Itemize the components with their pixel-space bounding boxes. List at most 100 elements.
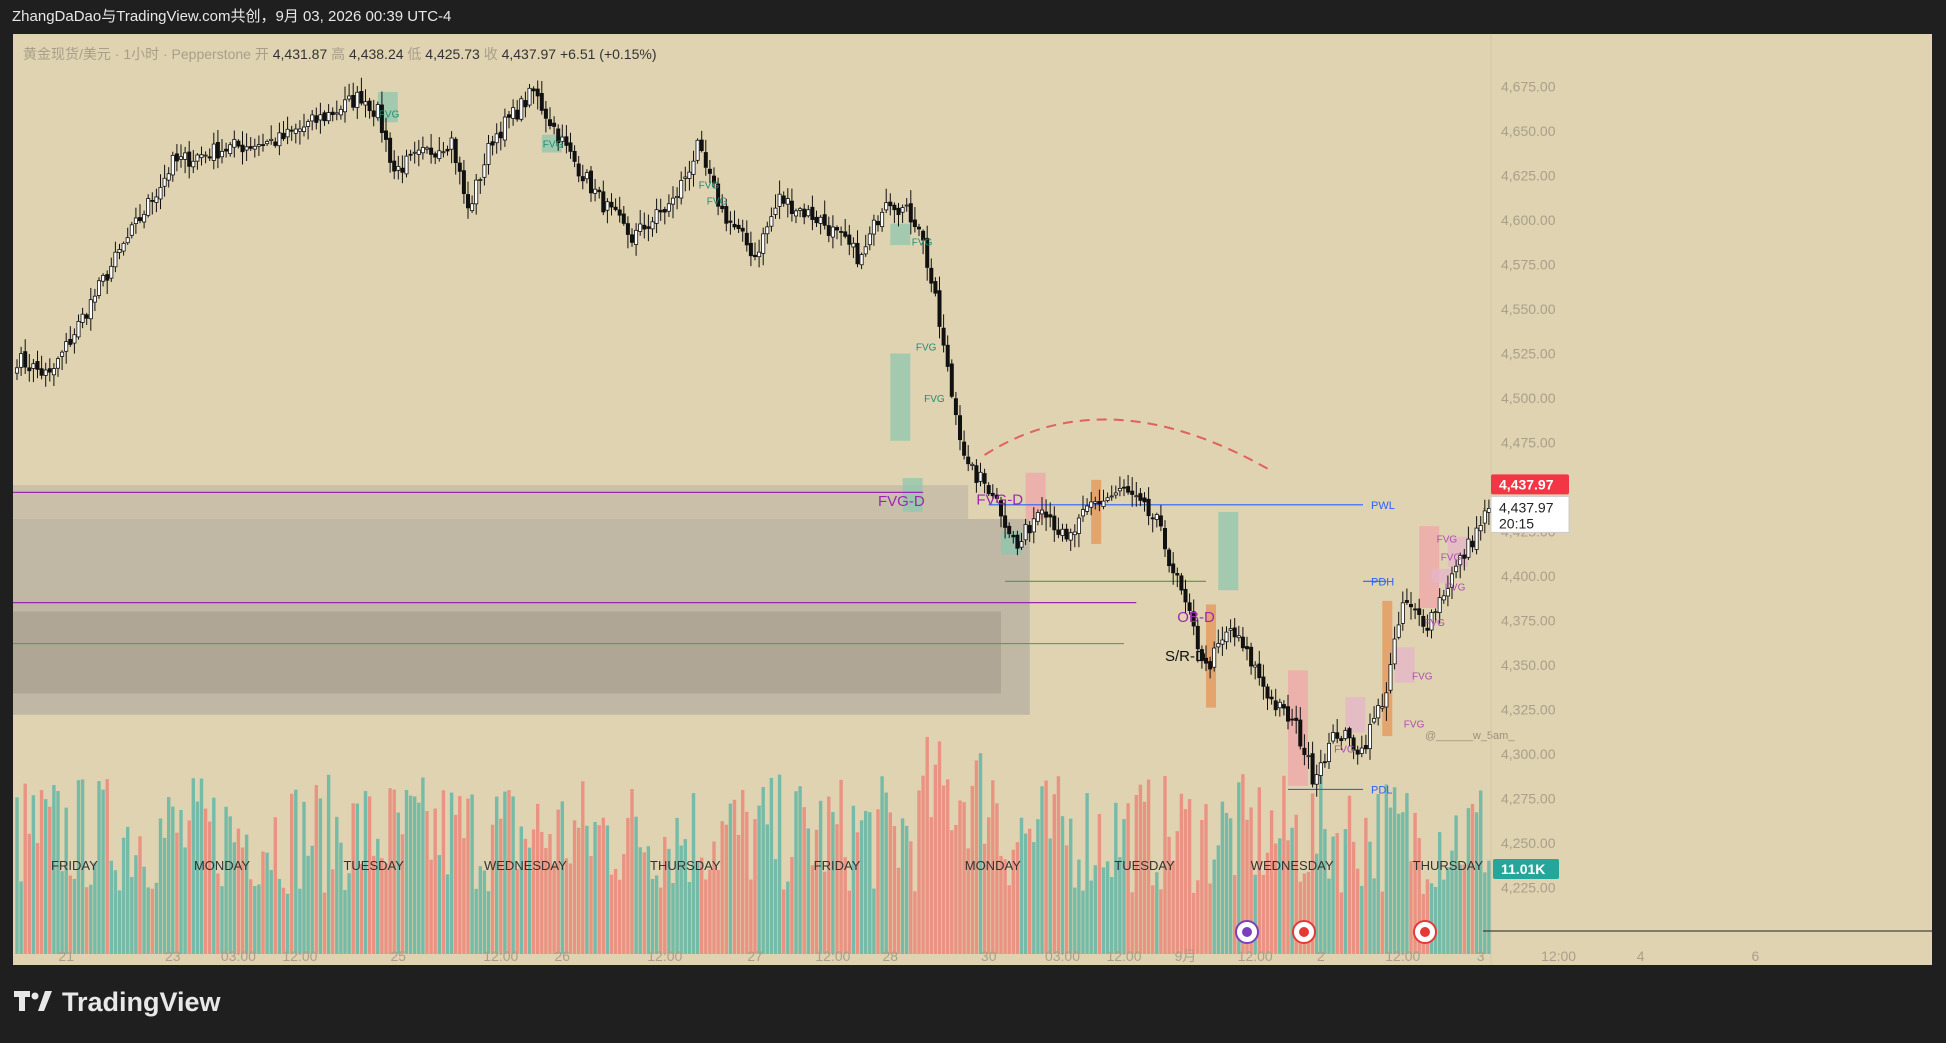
symbol-name[interactable]: 黄金现货/美元 · 1小时 · Pepperstone: [23, 46, 251, 62]
candle-body: [1277, 701, 1282, 709]
candle-body: [679, 180, 684, 199]
volume-bar: [322, 892, 327, 954]
candle-body: [1450, 573, 1455, 588]
candle-body: [199, 154, 204, 159]
candle-body: [1298, 719, 1303, 747]
volume-bar: [589, 856, 593, 954]
y-tick-label: 4,225.00: [1501, 879, 1556, 895]
volume-bar: [376, 838, 380, 954]
volume-bar: [978, 753, 983, 954]
volume-bar: [232, 842, 236, 954]
candle-body: [125, 237, 130, 244]
candle-body: [129, 224, 134, 236]
volume-bar: [429, 859, 433, 954]
volume-bar: [1433, 886, 1438, 954]
candle-body: [1413, 608, 1418, 611]
y-tick-label: 4,325.00: [1501, 701, 1556, 717]
volume-bar: [1487, 860, 1491, 954]
highlight-box: [1431, 568, 1452, 584]
volume-bar: [1200, 819, 1204, 954]
candle-body: [260, 144, 265, 146]
volume-bar: [1122, 819, 1126, 954]
volume-bar: [1085, 793, 1089, 954]
volume-bar: [392, 789, 396, 954]
candle-body: [753, 254, 758, 258]
candle-body: [847, 234, 852, 245]
volume-bar: [310, 845, 314, 954]
candle-body: [867, 233, 872, 246]
volume-bar: [823, 871, 827, 954]
volume-bar: [1364, 817, 1368, 954]
candle-body: [720, 205, 725, 210]
volume-bar: [269, 869, 273, 954]
candle-body: [1163, 528, 1168, 550]
volume-bar: [622, 853, 626, 954]
highlight-box: [1394, 647, 1415, 683]
volume-bar: [974, 760, 979, 954]
chart-frame[interactable]: PWL PDH PDL FVG FVG FVG FVG FVG FVG FVG FVG FVG FVG…: [13, 34, 1932, 965]
candle-body: [183, 152, 188, 160]
day-label: FRIDAY: [814, 858, 861, 873]
candle-body: [1097, 501, 1102, 505]
candle-body: [584, 172, 589, 180]
volume-bar: [1032, 842, 1036, 954]
volume-bar: [285, 893, 290, 954]
lightning-icon[interactable]: [1235, 920, 1259, 944]
candle-body: [1470, 540, 1475, 548]
volume-bar: [175, 832, 179, 954]
volume-bar: [1130, 892, 1134, 954]
x-tick-label: 12:00: [483, 948, 518, 964]
candle-body: [638, 223, 643, 232]
candle-body: [105, 274, 110, 281]
candle-body: [646, 226, 651, 229]
candle-body: [839, 231, 844, 233]
candle-body: [256, 144, 261, 147]
volume-bar: [359, 864, 364, 954]
candle-body: [342, 99, 347, 113]
candle-body: [1429, 612, 1434, 631]
volume-bar: [540, 831, 544, 954]
volume-bar: [663, 836, 667, 954]
volume-bar: [1179, 793, 1184, 954]
y-tick-label: 4,500.00: [1501, 390, 1556, 406]
candle-body: [1482, 510, 1487, 524]
candle-body: [191, 160, 196, 168]
volume-bar: [708, 869, 712, 954]
volume-bar: [843, 857, 847, 954]
volume-bar: [281, 887, 286, 954]
x-tick-label: 23: [165, 948, 181, 964]
volume-bar: [1438, 832, 1442, 954]
candle-body: [999, 500, 1004, 517]
candle-body: [712, 175, 717, 184]
candle-body: [154, 196, 159, 203]
tradingview-logo-icon: [14, 991, 54, 1013]
volume-bar: [1360, 885, 1364, 954]
fvg-label: FVG: [1404, 720, 1425, 731]
candle-body: [269, 138, 274, 141]
candle-body: [888, 201, 893, 207]
candle-body: [929, 267, 934, 284]
candle-body: [232, 139, 237, 148]
candle-body: [535, 88, 540, 97]
volume-bar: [634, 816, 638, 954]
volume-bar: [1220, 801, 1225, 954]
volume-bar: [158, 818, 163, 954]
volume-bar: [749, 879, 753, 954]
volume-bar: [1101, 867, 1106, 954]
candle-body: [301, 126, 306, 132]
volume-bar: [216, 873, 220, 954]
volume-bar: [1372, 878, 1376, 954]
volume-bar: [261, 851, 265, 954]
volume-bar: [1401, 812, 1405, 954]
candle-body: [228, 144, 233, 155]
volume-bar: [1110, 877, 1114, 954]
candle-body: [769, 216, 774, 227]
close-label: 收: [483, 46, 498, 62]
candle-body: [404, 155, 409, 175]
flag-icon[interactable]: [1413, 920, 1437, 944]
volume-bar: [68, 875, 72, 954]
flag-icon[interactable]: [1292, 920, 1316, 944]
tradingview-footer[interactable]: TradingView: [14, 982, 221, 1022]
volume-bar: [1257, 787, 1261, 954]
